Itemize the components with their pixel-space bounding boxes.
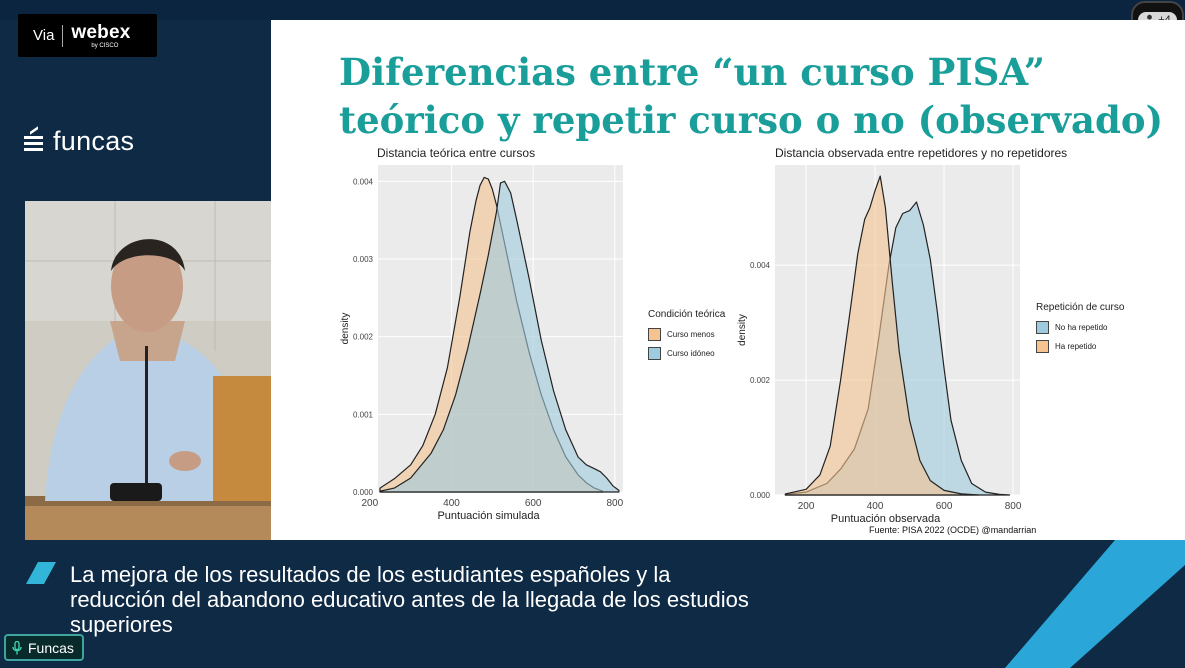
funcas-logo-text: funcas <box>53 126 135 156</box>
chart-2-legend-item: No ha repetido <box>1036 321 1107 334</box>
chart-2-title: Distancia observada entre repetidores y … <box>775 146 1068 160</box>
speaker-video-frame <box>25 201 271 540</box>
chart-2-legend-item: Ha repetido <box>1036 340 1096 353</box>
chart-2-y-tick-label: 0.000 <box>750 491 771 500</box>
webex-badge: Via webex by CISCO <box>18 14 157 57</box>
chart-2-legend-key-no-ha-repetido <box>1036 321 1049 334</box>
cisco-logo-text: by CISCO <box>91 42 119 49</box>
chart-2-series-2-area <box>784 175 980 496</box>
chart-2-y-tick-label: 0.004 <box>750 261 771 270</box>
funcas-logo: funcas <box>24 125 135 157</box>
funcas-logo-icon <box>24 125 43 155</box>
chart-2-legend-label: Ha repetido <box>1055 342 1097 351</box>
chart-1-y-tick-label: 0.004 <box>353 177 374 186</box>
speaker-video <box>25 201 271 540</box>
chart-1-y-tick-label: 0.001 <box>353 410 374 419</box>
chart-1-series-2-area <box>379 180 620 493</box>
webex-via-label: Via <box>33 27 55 44</box>
chart-2-x-tick-label: 200 <box>798 501 815 512</box>
chart-1-y-axis-label: density <box>340 313 351 345</box>
speaker-name: Funcas <box>28 639 74 656</box>
webex-brand: webex by CISCO <box>71 23 130 49</box>
density-charts: 200 400 600 800 0.000 0.001 0.002 0.003 0.004 Pun… <box>340 165 1022 525</box>
chart-1-legend-item: Curso menos <box>648 328 715 341</box>
chart-1-legend-title: Condición teórica <box>648 309 726 320</box>
chart-1-x-tick-label: 200 <box>361 498 378 509</box>
chart-1-legend-label: Curso idóneo <box>667 349 715 358</box>
chart-1-x-tick-label: 800 <box>606 498 623 509</box>
caption-slash-icon <box>26 562 56 584</box>
chart-2-legend-key-ha-repetido <box>1036 340 1049 353</box>
chart-2-x-tick-label: 800 <box>1005 501 1022 512</box>
chart-1-y-tick-label: 0.000 <box>353 488 374 497</box>
chart-2-y-axis-label: density <box>737 314 748 346</box>
webex-logo-text: webex <box>71 21 131 43</box>
chart-2-x-tick-label: 600 <box>936 501 953 512</box>
decorative-corner-slash <box>1005 540 1185 668</box>
lower-third-caption: La mejora de los resultados de los estud… <box>70 562 749 637</box>
webex-separator <box>62 24 64 47</box>
speaker-name-tag: Funcas <box>4 634 84 661</box>
chart-2-legend-title: Repetición de curso <box>1036 302 1125 313</box>
chart-2-x-axis-label: Puntuación observada <box>831 513 941 525</box>
chart-2-legend-label: No ha repetido <box>1055 323 1108 332</box>
chart-2-y-tick-label: 0.002 <box>750 376 771 385</box>
chart-1-legend-label: Curso menos <box>667 330 715 339</box>
chart-1-legend-key-curso-idoneo <box>648 347 661 360</box>
chart-1-y-tick-label: 0.002 <box>353 333 374 342</box>
top-strip <box>0 0 1185 20</box>
presentation-slide: Diferencias entre “un curso PISA” teóric… <box>271 20 1185 540</box>
chart-1-x-axis-label: Puntuación simulada <box>437 510 540 522</box>
chart-1-title: Distancia teórica entre cursos <box>377 146 536 160</box>
slide-title: Diferencias entre “un curso PISA” teóric… <box>339 50 1164 142</box>
chart-1-x-tick-label: 600 <box>525 498 542 509</box>
microphone-icon <box>12 640 22 654</box>
chart-1-y-tick-label: 0.003 <box>353 255 374 264</box>
chart-2-x-tick-label: 400 <box>867 501 884 512</box>
chart-1-x-tick-label: 400 <box>443 498 460 509</box>
slide-source-note: Fuente: PISA 2022 (OCDE) @mandarrian <box>869 525 1037 535</box>
chart-1-legend-key-curso-menos <box>648 328 661 341</box>
chart-1-legend-item: Curso idóneo <box>648 347 715 360</box>
